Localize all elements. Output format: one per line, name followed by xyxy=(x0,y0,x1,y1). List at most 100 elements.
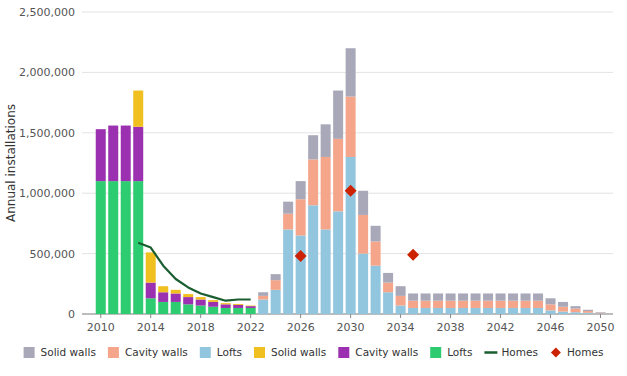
bar xyxy=(321,124,331,157)
legend-item: Homes xyxy=(484,346,537,358)
bar xyxy=(96,129,106,130)
bar xyxy=(308,159,318,205)
bar xyxy=(571,309,581,313)
legend-item: Solid walls xyxy=(24,346,96,358)
bar xyxy=(158,302,168,314)
bar xyxy=(208,307,218,314)
legend-label: Cavity walls xyxy=(125,346,188,358)
bar xyxy=(433,308,443,314)
legend-label: Homes xyxy=(567,346,603,358)
bar xyxy=(158,292,168,302)
bar xyxy=(583,311,593,313)
bar xyxy=(258,300,268,314)
x-tick-label: 2030 xyxy=(337,321,365,334)
x-tick-label: 2014 xyxy=(137,321,165,334)
bar xyxy=(596,312,606,314)
bar xyxy=(383,283,393,293)
bar xyxy=(258,296,268,300)
legend-item: Homes xyxy=(551,346,603,358)
chart: 0500,0001,000,0001,500,0002,000,0002,500… xyxy=(0,0,627,376)
bar xyxy=(496,301,506,308)
grid-line xyxy=(82,12,613,13)
y-tick-label: 1,000,000 xyxy=(19,187,75,200)
x-tick xyxy=(200,314,201,318)
bar xyxy=(546,310,556,314)
bar xyxy=(358,191,368,215)
bar xyxy=(108,181,118,314)
bar xyxy=(146,283,156,299)
legend-item: Cavity walls xyxy=(108,346,188,358)
bar xyxy=(296,181,306,199)
legend-swatch xyxy=(484,351,497,354)
bar xyxy=(496,308,506,314)
bar xyxy=(221,304,231,308)
bar xyxy=(571,306,581,308)
bar xyxy=(596,313,606,314)
point xyxy=(295,250,307,262)
legend-label: Lofts xyxy=(447,346,472,358)
x-tick-label: 2050 xyxy=(587,321,615,334)
bar xyxy=(483,308,493,314)
bar xyxy=(508,293,518,300)
bar xyxy=(196,300,206,306)
bar xyxy=(308,205,318,314)
bar xyxy=(458,301,468,308)
bar xyxy=(533,301,543,308)
point xyxy=(407,249,419,261)
bar xyxy=(321,229,331,314)
bar xyxy=(121,181,131,314)
bar xyxy=(408,308,418,314)
bar xyxy=(346,97,356,157)
x-tick xyxy=(400,314,401,318)
grid xyxy=(82,12,613,314)
bar xyxy=(583,310,593,311)
bar xyxy=(333,91,343,139)
bar xyxy=(121,125,131,126)
bar xyxy=(233,308,243,314)
x-tick xyxy=(600,314,601,318)
y-axis-label: Annual installations xyxy=(4,104,18,222)
legend-swatch xyxy=(551,348,561,358)
bar xyxy=(283,214,293,230)
y-tick-label: 1,500,000 xyxy=(19,127,75,140)
bar xyxy=(208,300,218,302)
bar xyxy=(221,303,231,304)
bar xyxy=(283,202,293,214)
plot-area xyxy=(96,48,606,314)
bar xyxy=(496,293,506,300)
bar xyxy=(433,293,443,300)
bar xyxy=(233,305,243,308)
bar xyxy=(521,301,531,308)
bar xyxy=(458,293,468,300)
bar xyxy=(571,312,581,314)
bar xyxy=(271,280,281,290)
legend-swatch xyxy=(108,347,119,358)
bar xyxy=(396,296,406,306)
bar xyxy=(146,298,156,314)
x-tick xyxy=(250,314,251,318)
legend-label: Lofts xyxy=(217,346,242,358)
bar xyxy=(358,254,368,314)
bar xyxy=(446,293,456,300)
bar xyxy=(483,301,493,308)
bar xyxy=(421,301,431,308)
bar xyxy=(371,242,381,266)
bar xyxy=(583,313,593,314)
x-tick xyxy=(150,314,151,318)
y-tick-label: 2,500,000 xyxy=(19,6,75,19)
bar xyxy=(371,226,381,242)
bar xyxy=(296,199,306,235)
y-tick-label: 500,000 xyxy=(30,248,76,261)
legend-label: Solid walls xyxy=(41,346,96,358)
bar xyxy=(171,302,181,314)
bar xyxy=(133,181,143,314)
bar xyxy=(408,301,418,308)
bar xyxy=(208,302,218,307)
legend-label: Cavity walls xyxy=(355,346,418,358)
bar xyxy=(308,135,318,159)
bar xyxy=(533,293,543,300)
legend-item: Solid walls xyxy=(254,346,326,358)
bar xyxy=(396,306,406,314)
bar xyxy=(508,308,518,314)
bar xyxy=(421,308,431,314)
